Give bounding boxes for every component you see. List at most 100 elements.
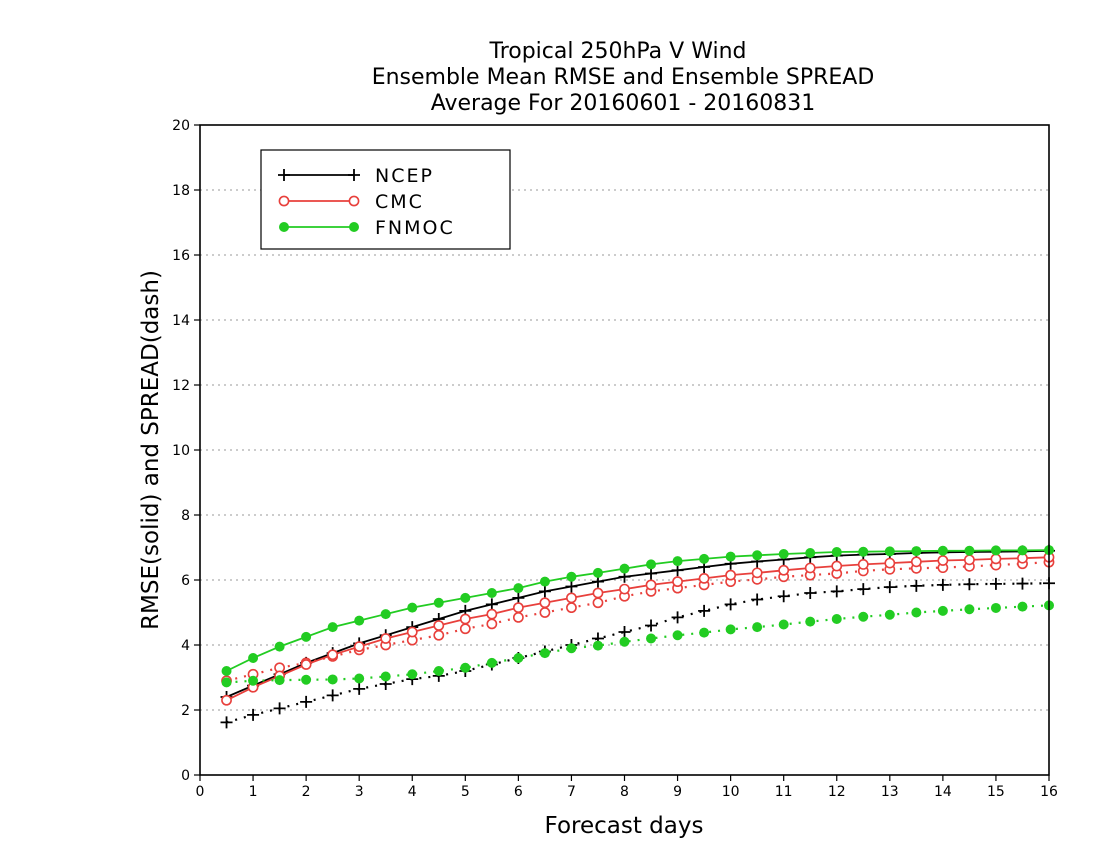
ncep-spread-point xyxy=(857,583,870,596)
y-tick-label: 18 xyxy=(172,183,190,199)
x-tick-label: 7 xyxy=(567,784,576,800)
fnmoc-spread-point xyxy=(672,630,683,641)
fnmoc-rmse-point xyxy=(460,592,471,603)
cmc-rmse-point xyxy=(459,613,471,625)
fnmoc-spread-point xyxy=(858,611,869,622)
y-axis-title: RMSE(solid) and SPREAD(dash) xyxy=(138,270,164,630)
fnmoc-spread-point xyxy=(964,604,975,615)
fnmoc-rmse-point xyxy=(539,576,550,587)
fnmoc-spread-point xyxy=(248,675,259,686)
legend-marker-cmc xyxy=(348,195,360,207)
fnmoc-rmse-point xyxy=(672,556,683,567)
x-tick-label: 8 xyxy=(620,784,629,800)
fnmoc-spread-point xyxy=(407,669,418,680)
fnmoc-spread-point xyxy=(513,653,524,663)
ncep-spread-point xyxy=(751,593,764,606)
cmc-rmse-point xyxy=(619,583,630,595)
ncep-spread-point xyxy=(963,578,976,591)
fnmoc-rmse-point xyxy=(805,548,816,559)
cmc-rmse-point xyxy=(353,641,365,653)
fnmoc-spread-point xyxy=(486,657,497,668)
ncep-spread-point xyxy=(671,611,684,624)
cmc-rmse-point xyxy=(804,562,816,574)
x-tick-label: 5 xyxy=(461,784,470,800)
cmc-rmse-point xyxy=(486,608,498,620)
cmc-spread-point xyxy=(486,618,498,630)
legend-marker-fnmoc xyxy=(349,222,359,232)
cmc-spread-point xyxy=(539,607,551,618)
ncep-spread-point xyxy=(989,577,1002,590)
chart-title: Tropical 250hPa V Wind Ensemble Mean RMS… xyxy=(372,39,875,116)
fnmoc-spread-point xyxy=(221,677,232,688)
fnmoc-rmse-point xyxy=(619,563,630,574)
cmc-rmse-point xyxy=(964,554,975,566)
cmc-rmse-point xyxy=(433,620,445,631)
fnmoc-spread-line xyxy=(226,604,1050,684)
cmc-rmse-point xyxy=(937,555,949,566)
cmc-rmse-series xyxy=(221,551,1055,706)
fnmoc-rmse-point xyxy=(778,549,789,559)
ncep-spread-point xyxy=(300,695,313,708)
fnmoc-spread-point xyxy=(327,674,338,685)
cmc-rmse-point xyxy=(512,602,524,614)
cmc-rmse-point xyxy=(831,560,843,572)
x-tick-label: 0 xyxy=(196,784,205,800)
x-axis-title: Forecast days xyxy=(545,813,704,839)
ncep-rmse-line xyxy=(226,549,1050,698)
title-line-1: Tropical 250hPa V Wind xyxy=(488,39,746,64)
x-tick-label: 2 xyxy=(302,784,311,800)
fnmoc-rmse-series xyxy=(221,545,1054,676)
fnmoc-spread-point xyxy=(566,643,577,654)
fnmoc-rmse-point xyxy=(937,545,948,556)
cmc-rmse-point xyxy=(300,659,312,670)
fnmoc-spread-point xyxy=(380,671,391,682)
ncep-spread-point xyxy=(910,579,923,592)
ncep-rmse-point xyxy=(671,564,684,577)
fnmoc-spread-point xyxy=(911,607,922,618)
legend-label-fnmoc: FNMOC xyxy=(375,217,455,239)
x-tick-label: 11 xyxy=(775,784,793,800)
fnmoc-spread-point xyxy=(354,673,365,684)
legend-marker-ncep xyxy=(348,169,360,181)
cmc-rmse-point xyxy=(857,559,869,570)
fnmoc-rmse-point xyxy=(248,653,259,663)
cmc-rmse-point xyxy=(221,694,232,706)
series-layer xyxy=(220,544,1055,729)
ncep-spread-point xyxy=(220,716,233,729)
fnmoc-rmse-point xyxy=(301,631,312,642)
cmc-rmse-point xyxy=(539,597,551,609)
fnmoc-rmse-point xyxy=(274,641,285,652)
x-tick-label: 6 xyxy=(514,784,523,800)
ncep-spread-point xyxy=(830,585,843,598)
ncep-spread-point xyxy=(777,590,790,603)
cmc-rmse-point xyxy=(910,556,922,568)
fnmoc-rmse-point xyxy=(433,597,444,608)
cmc-rmse-point xyxy=(725,569,737,581)
fnmoc-spread-point xyxy=(646,633,657,644)
fnmoc-rmse-point xyxy=(380,609,391,620)
cmc-spread-point xyxy=(433,629,445,641)
ncep-spread-point xyxy=(645,619,658,632)
fnmoc-rmse-point xyxy=(858,546,869,557)
cmc-rmse-point xyxy=(380,633,392,644)
cmc-rmse-point xyxy=(990,553,1002,565)
fnmoc-rmse-point xyxy=(725,551,736,562)
fnmoc-rmse-point xyxy=(831,547,842,558)
ncep-spread-point xyxy=(1016,577,1029,590)
y-tick-label: 12 xyxy=(172,378,190,394)
cmc-rmse-point xyxy=(672,576,683,588)
fnmoc-rmse-point xyxy=(646,559,657,570)
x-tick-label: 3 xyxy=(355,784,364,800)
fnmoc-spread-point xyxy=(752,622,763,633)
fnmoc-rmse-point xyxy=(990,545,1001,556)
y-tick-label: 16 xyxy=(172,248,190,264)
fnmoc-rmse-point xyxy=(699,553,710,564)
fnmoc-rmse-point xyxy=(221,666,232,676)
ncep-spread-point xyxy=(724,598,737,611)
y-tick-label: 20 xyxy=(172,118,190,134)
cmc-spread-point xyxy=(592,597,604,609)
fnmoc-spread-point xyxy=(592,640,603,651)
fnmoc-spread-point xyxy=(937,605,948,616)
cmc-rmse-point xyxy=(751,567,763,579)
